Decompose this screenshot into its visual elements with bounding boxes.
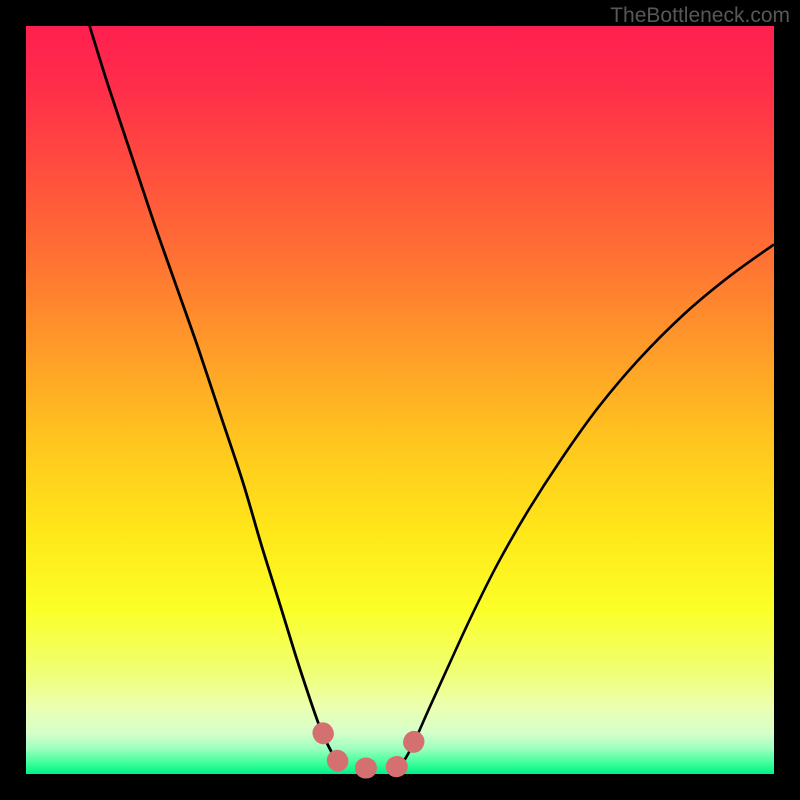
- bottleneck-chart: [0, 0, 800, 800]
- watermark-text: TheBottleneck.com: [610, 4, 790, 28]
- chart-background: [26, 26, 774, 774]
